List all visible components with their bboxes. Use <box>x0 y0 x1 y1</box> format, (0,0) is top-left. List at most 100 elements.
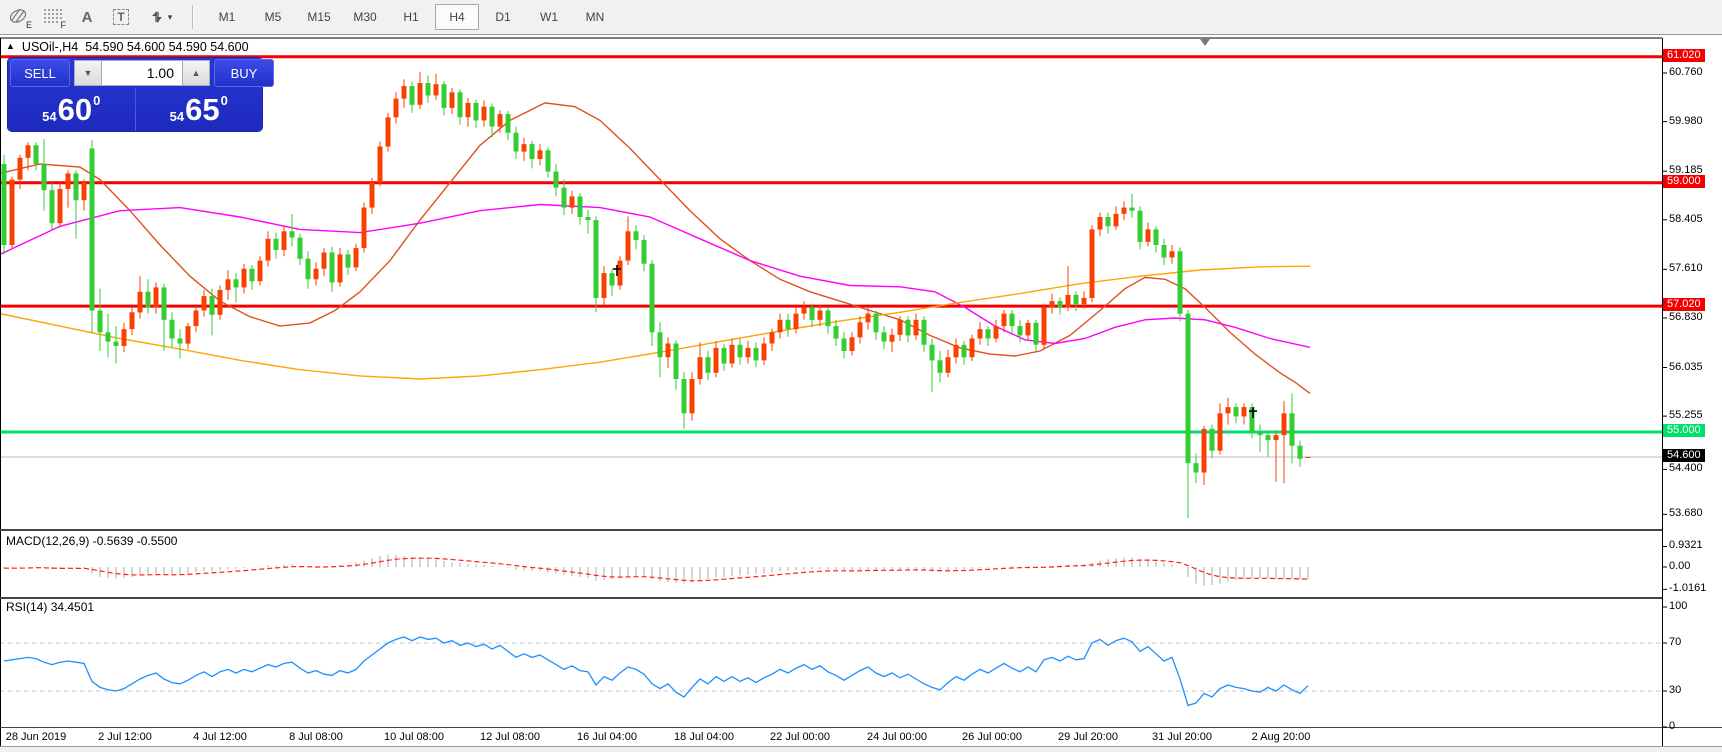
text-label-tool-icon[interactable]: A <box>81 8 93 26</box>
candle-30 <box>241 268 247 288</box>
candle-112 <box>897 319 903 335</box>
candle-8 <box>65 173 71 189</box>
candle-163 <box>1305 457 1311 458</box>
medium-ma-line <box>0 203 1311 348</box>
price-level-badge-61.020: 61.020 <box>1663 48 1705 62</box>
candle-47 <box>377 146 383 183</box>
candle-2 <box>17 157 23 180</box>
time-label-8-Jul-08-00: 8 Jul 08:00 <box>289 731 343 743</box>
candle-122 <box>977 329 983 339</box>
time-label-2-Aug-20-00: 2 Aug 20:00 <box>1251 731 1311 743</box>
timeframe-button-m5[interactable]: M5 <box>264 10 282 24</box>
rsi-scale-30: 30 <box>1669 684 1682 696</box>
volume-increase-button[interactable]: ▲ <box>182 60 210 86</box>
candle-46 <box>369 182 375 208</box>
tool-sub-f: F <box>60 20 67 30</box>
candle-104 <box>833 326 839 339</box>
candle-58 <box>465 102 471 118</box>
timeframe-button-m30[interactable]: M30 <box>353 10 377 24</box>
candle-137 <box>1097 217 1103 230</box>
candle-78 <box>625 231 631 261</box>
ellipse-draw-tool-icon[interactable]: E <box>4 4 34 30</box>
candle-20 <box>161 287 167 320</box>
candle-59 <box>473 102 479 121</box>
candle-64 <box>513 132 519 152</box>
buy-price-display[interactable]: 54 65 0 <box>169 92 228 127</box>
candle-139 <box>1113 213 1119 227</box>
sell-price-display[interactable]: 54 60 0 <box>8 88 136 131</box>
candle-54 <box>433 84 439 96</box>
candle-77 <box>617 260 623 286</box>
candle-103 <box>825 310 831 327</box>
candle-1 <box>9 179 15 245</box>
volume-decrease-button[interactable]: ▼ <box>74 60 102 86</box>
tool-sub-e: E <box>25 20 32 30</box>
candle-136 <box>1089 229 1095 298</box>
price-label-58.405: 58.405 <box>1669 212 1703 225</box>
candle-34 <box>273 238 279 250</box>
candle-13 <box>105 332 111 342</box>
candle-160 <box>1281 413 1287 436</box>
candle-49 <box>393 98 399 118</box>
candle-148 <box>1185 313 1191 464</box>
candle-22 <box>177 338 183 344</box>
volume-input[interactable] <box>102 60 182 86</box>
rsi-scale-100: 100 <box>1669 600 1688 612</box>
time-label-4-Jul-12-00: 4 Jul 12:00 <box>193 731 247 743</box>
candle-123 <box>985 329 991 339</box>
candle-15 <box>121 329 127 346</box>
price-label-60.760: 60.760 <box>1669 66 1703 78</box>
timeframe-button-mn[interactable]: MN <box>585 10 605 24</box>
candle-92 <box>737 344 743 358</box>
candle-84 <box>673 343 679 379</box>
candle-42 <box>337 254 343 283</box>
candle-149 <box>1193 463 1199 473</box>
candle-87 <box>697 357 703 379</box>
candle-102 <box>817 310 823 320</box>
timeframe-button-h4[interactable]: H4 <box>435 4 479 30</box>
timeframe-button-w1[interactable]: W1 <box>540 10 558 24</box>
candle-161 <box>1289 413 1295 446</box>
time-label-16-Jul-04-00: 16 Jul 04:00 <box>577 731 637 743</box>
price-axis[interactable]: 60.760 59.980 59.185 58.405 57.610 56.830 56.0… <box>1662 36 1722 752</box>
candle-143 <box>1145 229 1151 242</box>
fibonacci-tool-icon[interactable]: F <box>38 4 68 30</box>
candle-98 <box>785 319 791 330</box>
sell-button[interactable]: SELL <box>10 59 70 87</box>
candle-119 <box>953 344 959 358</box>
price-label-59.185: 59.185 <box>1669 164 1703 177</box>
collapse-triangle-icon[interactable]: ▲ <box>6 41 15 51</box>
candle-154 <box>1233 407 1239 417</box>
timeframe-button-d1[interactable]: D1 <box>495 10 511 24</box>
timeframe-button-m15[interactable]: M15 <box>307 10 331 24</box>
one-click-trading-panel: SELL ▼ ▲ BUY 54 60 0 54 65 0 <box>8 58 274 131</box>
price-label-57.610: 57.610 <box>1669 262 1703 275</box>
candle-38 <box>305 258 311 280</box>
price-level-badge-54.600: 54.600 <box>1663 448 1705 462</box>
arrows-tool-icon[interactable]: ▾ <box>140 4 180 30</box>
candle-60 <box>481 106 487 121</box>
candle-111 <box>889 334 895 342</box>
candle-39 <box>313 268 319 280</box>
time-label-18-Jul-04-00: 18 Jul 04:00 <box>674 731 734 743</box>
timeframe-button-h1[interactable]: H1 <box>403 10 419 24</box>
candle-86 <box>689 379 695 414</box>
candle-18 <box>145 291 151 308</box>
candle-11 <box>89 148 95 311</box>
candle-157 <box>1257 432 1263 436</box>
price-chart[interactable] <box>0 36 1722 752</box>
candle-90 <box>721 347 727 364</box>
candle-70 <box>561 187 567 208</box>
buy-button[interactable]: BUY <box>214 59 274 87</box>
time-label-29-Jul-20-00: 29 Jul 20:00 <box>1058 731 1118 743</box>
candle-23 <box>185 326 191 344</box>
candle-91 <box>729 344 735 364</box>
time-axis[interactable]: 28 Jun 2019 2 Jul 12:00 4 Jul 12:00 8 Jul 0… <box>0 728 1722 748</box>
text-tool-icon[interactable]: T <box>106 4 136 30</box>
price-level-badge-55.000: 55.000 <box>1663 424 1705 438</box>
timeframe-button-m1[interactable]: M1 <box>218 10 236 24</box>
candle-36 <box>289 231 295 238</box>
candle-7 <box>57 188 63 224</box>
candle-21 <box>169 319 175 339</box>
